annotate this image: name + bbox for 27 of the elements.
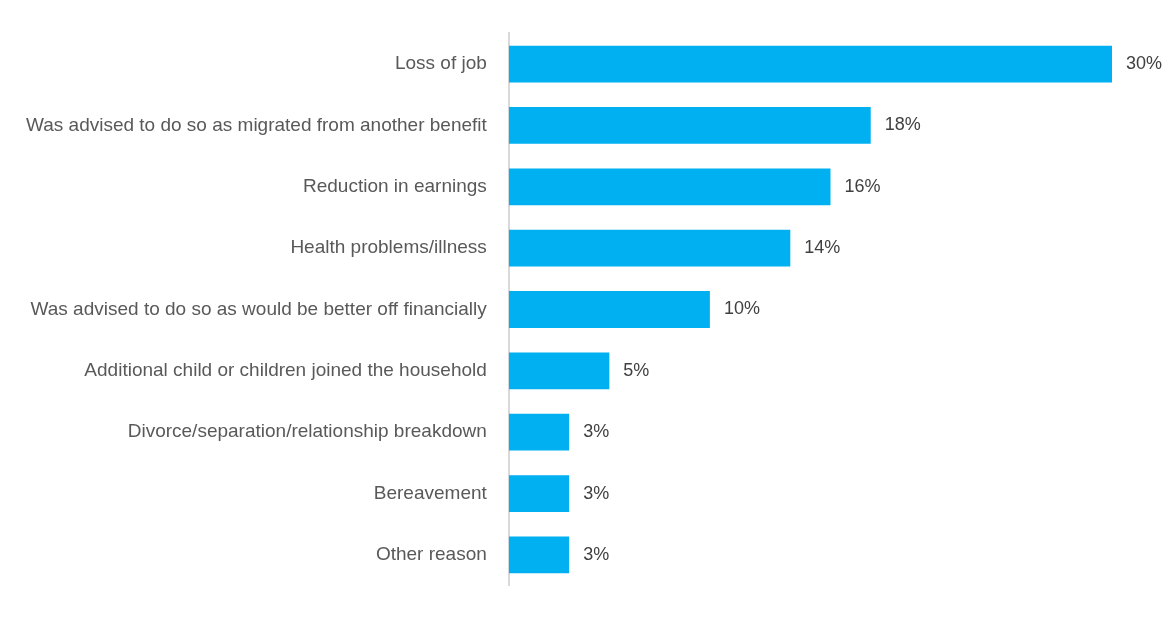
data-label: 30% xyxy=(1126,53,1163,74)
data-label: 18% xyxy=(884,114,921,135)
data-label: 3% xyxy=(583,543,610,564)
y-tick-label: Loss of job xyxy=(394,52,487,74)
bar xyxy=(508,229,791,267)
y-tick-label: Health problems/illness xyxy=(290,236,487,258)
bar xyxy=(508,536,570,574)
y-tick-label: Bereavement xyxy=(373,481,488,503)
bar xyxy=(508,107,871,144)
bar xyxy=(508,413,570,451)
data-label: 10% xyxy=(723,298,760,319)
y-tick-label: Was advised to do so as migrated from another benefit xyxy=(25,113,488,135)
bar xyxy=(508,291,710,328)
data-label: 14% xyxy=(804,237,841,258)
y-tick-label: Other reason xyxy=(375,543,487,565)
data-label: 3% xyxy=(583,421,610,442)
y-tick-label: Divorce/separation/relationship breakdown xyxy=(127,420,487,442)
bar xyxy=(508,45,1112,83)
data-label: 5% xyxy=(623,359,650,380)
bar xyxy=(508,352,610,390)
y-tick-label: Reduction in earnings xyxy=(303,175,487,197)
y-tick-label: Additional child or children joined the household xyxy=(84,359,487,381)
y-tick-label: Was advised to do so as would be better off financially xyxy=(30,297,488,319)
data-label: 3% xyxy=(583,482,610,503)
bar xyxy=(508,475,570,512)
bar xyxy=(508,168,831,206)
data-label: 16% xyxy=(844,175,881,196)
